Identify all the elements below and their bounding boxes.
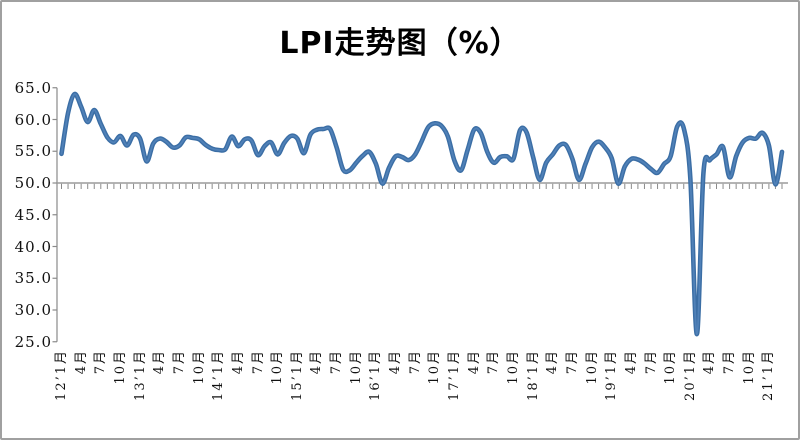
x-axis-tick-label: 4月 [152, 349, 168, 375]
x-axis-tick-label: 4月 [545, 349, 561, 375]
x-axis-tick-label: 4月 [230, 349, 246, 375]
x-axis-tick-label: 4月 [73, 349, 89, 375]
y-axis-tick-label: 25.0 [14, 332, 52, 351]
x-axis-tick-label: 7月 [486, 349, 502, 375]
x-axis-tick-label: 17’1月 [447, 349, 462, 401]
x-axis-tick-label: 4月 [702, 349, 718, 375]
x-axis-tick-label: 7月 [93, 349, 109, 375]
x-axis-tick-label: 16’1月 [368, 349, 384, 401]
x-axis-tick-label: 18’1月 [525, 349, 541, 401]
y-axis-tick-label: 35.0 [14, 269, 52, 288]
x-axis-tick-label: 4月 [309, 349, 325, 375]
x-axis-tick-label: 10月 [584, 349, 600, 385]
x-axis-tick-label: 10月 [270, 349, 286, 385]
y-axis-tick-label: 30.0 [14, 301, 52, 319]
x-axis-tick-label: 7月 [407, 349, 423, 375]
y-axis-tick-label: 40.0 [14, 237, 52, 256]
x-axis-tick-label: 7月 [722, 349, 738, 375]
x-axis-tick-label: 7月 [171, 349, 187, 375]
x-axis-tick-label: 15’1月 [289, 349, 305, 401]
lpi-line-series [59, 91, 785, 337]
x-axis-tick-label: 4月 [466, 349, 482, 375]
y-axis-tick-label: 50.0 [14, 174, 52, 192]
x-axis-tick-label: 10月 [191, 349, 207, 385]
x-axis-tick-label: 13’1月 [132, 349, 148, 401]
x-axis-tick-label: 4月 [388, 349, 404, 375]
y-axis-tick-label: 65.0 [14, 78, 52, 97]
x-axis-tick-label: 4月 [623, 349, 639, 375]
x-axis-tick-label: 21’1月 [761, 349, 777, 401]
x-axis-tick-label: 14’1月 [211, 349, 227, 401]
x-axis-tick-label: 19’1月 [604, 349, 620, 401]
chart-title: LPI走势图（%） [279, 26, 521, 61]
x-axis-tick-label: 20’1月 [682, 349, 698, 401]
x-axis-tick-label: 7月 [564, 349, 580, 375]
x-axis-tick-label: 10月 [663, 349, 679, 385]
y-axis-tick-label: 60.0 [14, 110, 52, 129]
x-axis-tick-label: 10月 [348, 349, 364, 385]
y-axis-tick-label: 45.0 [14, 205, 52, 224]
x-axis-tick-label: 7月 [250, 349, 266, 375]
x-axis-tick-label: 12’1月 [54, 349, 69, 401]
x-axis-tick-label: 10月 [112, 349, 128, 385]
lpi-line-highlight [60, 93, 783, 336]
x-axis-tick-label: 10月 [427, 349, 443, 385]
x-axis-tick-label: 7月 [643, 349, 659, 375]
x-axis-tick-label: 10月 [741, 349, 757, 385]
y-axis-tick-label: 55.0 [14, 142, 52, 161]
x-axis-tick-label: 7月 [329, 349, 345, 375]
x-axis-tick-label: 10月 [505, 349, 521, 385]
